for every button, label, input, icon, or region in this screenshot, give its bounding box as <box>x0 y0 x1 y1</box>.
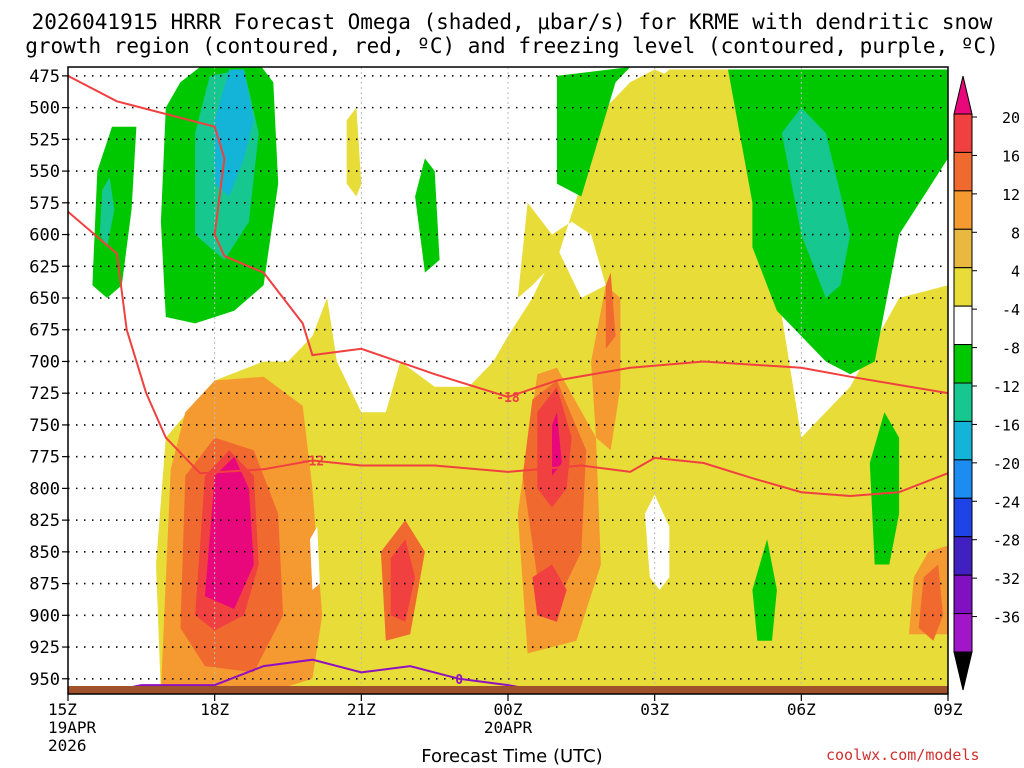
omega-region-weak-3 <box>923 285 948 527</box>
x-tick-label-03Z: 03Z <box>640 700 670 719</box>
y-tick-label-850: 850 <box>29 543 60 563</box>
colorbar-label-16: 16 <box>1002 147 1020 165</box>
y-tick-label-950: 950 <box>29 670 60 690</box>
x-tick-label-21Z: 21Z <box>346 700 376 719</box>
omega-neutral-gap-1 <box>310 526 320 590</box>
y-tick-label-700: 700 <box>29 352 60 372</box>
omega-region-green_neg8-7 <box>556 67 631 197</box>
y-tick-label-550: 550 <box>29 162 60 182</box>
colorbar-label-20: 20 <box>1002 109 1020 127</box>
y-tick-label-900: 900 <box>29 606 60 626</box>
omega-region-rise_16_20-8 <box>390 539 416 622</box>
chart-title-line1: 2026041915 HRRR Forecast Omega (shaded, … <box>31 10 993 34</box>
omega-region-weak-2 <box>346 107 362 197</box>
y-tick-label-875: 875 <box>29 575 60 595</box>
freezing-contour-0-label: 0 <box>455 673 463 688</box>
colorbar-label--8: -8 <box>1002 340 1020 358</box>
y-tick-label-775: 775 <box>29 448 60 468</box>
y-tick-label-525: 525 <box>29 130 60 150</box>
x-axis-ticks <box>67 694 949 701</box>
colorbar-segment-2 <box>953 151 973 192</box>
colorbar-label-12: 12 <box>1002 186 1020 204</box>
x-tick-label-00Z: 00Z 20APR <box>483 700 533 737</box>
colorbar-segment-9 <box>953 420 973 461</box>
omega-region-green_neg12-9 <box>781 107 851 298</box>
colorbar-segment-7 <box>953 344 973 384</box>
omega-region-green_neg8-6 <box>415 158 440 273</box>
colorbar-segment-3 <box>953 190 973 230</box>
omega-region-green_neg8-1 <box>92 126 137 298</box>
colorbar-label--16: -16 <box>993 416 1020 434</box>
omega-region-rise_20-11 <box>552 412 562 476</box>
x-tick-label-09Z: 09Z <box>933 700 963 719</box>
contour-lines: -18 -12 0 <box>68 75 948 694</box>
colorbar-bottom-arrow <box>953 651 973 691</box>
colorbar-label--24: -24 <box>993 493 1020 511</box>
terrain-surface <box>68 686 948 694</box>
colorbar-segment-11 <box>953 497 973 538</box>
omega-shading <box>68 67 948 694</box>
omega-region-green_neg8-11 <box>752 539 777 641</box>
colorbar-segment-8 <box>953 382 973 422</box>
y-tick-label-500: 500 <box>29 99 60 119</box>
colorbar-segment-4 <box>953 228 973 269</box>
colorbar-segment-1 <box>953 113 973 153</box>
x-axis-title: Forecast Time (UTC) <box>421 746 603 767</box>
colorbar-label--4: -4 <box>1002 301 1020 319</box>
colorbar-label-4: 4 <box>1011 263 1020 281</box>
dgz-contour-1-line <box>68 210 948 498</box>
y-axis: 475 500 525 550 575 600 625 650 675 700 725 750 775 8… <box>29 67 68 690</box>
y-tick-label-625: 625 <box>29 257 60 277</box>
colorbar-label--32: -32 <box>993 570 1020 588</box>
colorbar-segment-5 <box>953 267 973 307</box>
y-tick-label-475: 475 <box>29 67 60 87</box>
colorbar-label--20: -20 <box>993 455 1020 473</box>
dgz-contour-1-label: -12 <box>301 454 324 469</box>
dgz-contour-0-label: -18 <box>496 391 520 406</box>
omega-region-green_neg12-3 <box>99 177 115 248</box>
y-tick-label-750: 750 <box>29 416 60 436</box>
y-tick-label-575: 575 <box>29 194 60 214</box>
grid-lines <box>68 67 948 694</box>
colorbar-segment-14 <box>953 613 973 653</box>
y-tick-label-600: 600 <box>29 226 60 246</box>
colorbar-label--36: -36 <box>993 609 1020 627</box>
colorbar-label--12: -12 <box>993 378 1020 396</box>
site-credit: coolwx.com/models <box>826 746 980 764</box>
colorbar-segment-12 <box>953 536 973 576</box>
x-tick-label-18Z: 18Z <box>200 700 230 719</box>
y-tick-label-925: 925 <box>29 638 60 658</box>
omega-region-rise_20-3 <box>204 456 254 609</box>
colorbar-segment-10 <box>953 459 973 499</box>
y-tick-label-650: 650 <box>29 289 60 309</box>
omega-neutral-gap-0 <box>644 494 670 590</box>
colorbar-label--28: -28 <box>993 532 1020 550</box>
y-tick-label-800: 800 <box>29 479 60 499</box>
colorbar-top-arrow <box>953 75 973 115</box>
omega-region-weak-1 <box>517 69 670 298</box>
chart-title-line2: growth region (contoured, red, ºC) and f… <box>25 34 999 58</box>
colorbar-label-8: 8 <box>1011 224 1020 242</box>
colorbar-segment-6 <box>953 305 973 346</box>
x-tick-label-06Z: 06Z <box>786 700 816 719</box>
omega-region-rise_16_20-10 <box>532 564 567 622</box>
y-tick-label-825: 825 <box>29 511 60 531</box>
x-tick-label-15Z: 15Z 19APR 2026 <box>48 700 97 755</box>
colorbar: 20 16 12 8 4 -4 -8 -12 -16 -20 -24 -28 -32 -36 <box>953 75 1020 691</box>
y-tick-label-725: 725 <box>29 384 60 404</box>
dgz-contour-0-line <box>68 75 948 399</box>
freezing-contour-0-line <box>97 658 565 694</box>
colorbar-segment-13 <box>953 574 973 615</box>
y-tick-label-675: 675 <box>29 321 60 341</box>
